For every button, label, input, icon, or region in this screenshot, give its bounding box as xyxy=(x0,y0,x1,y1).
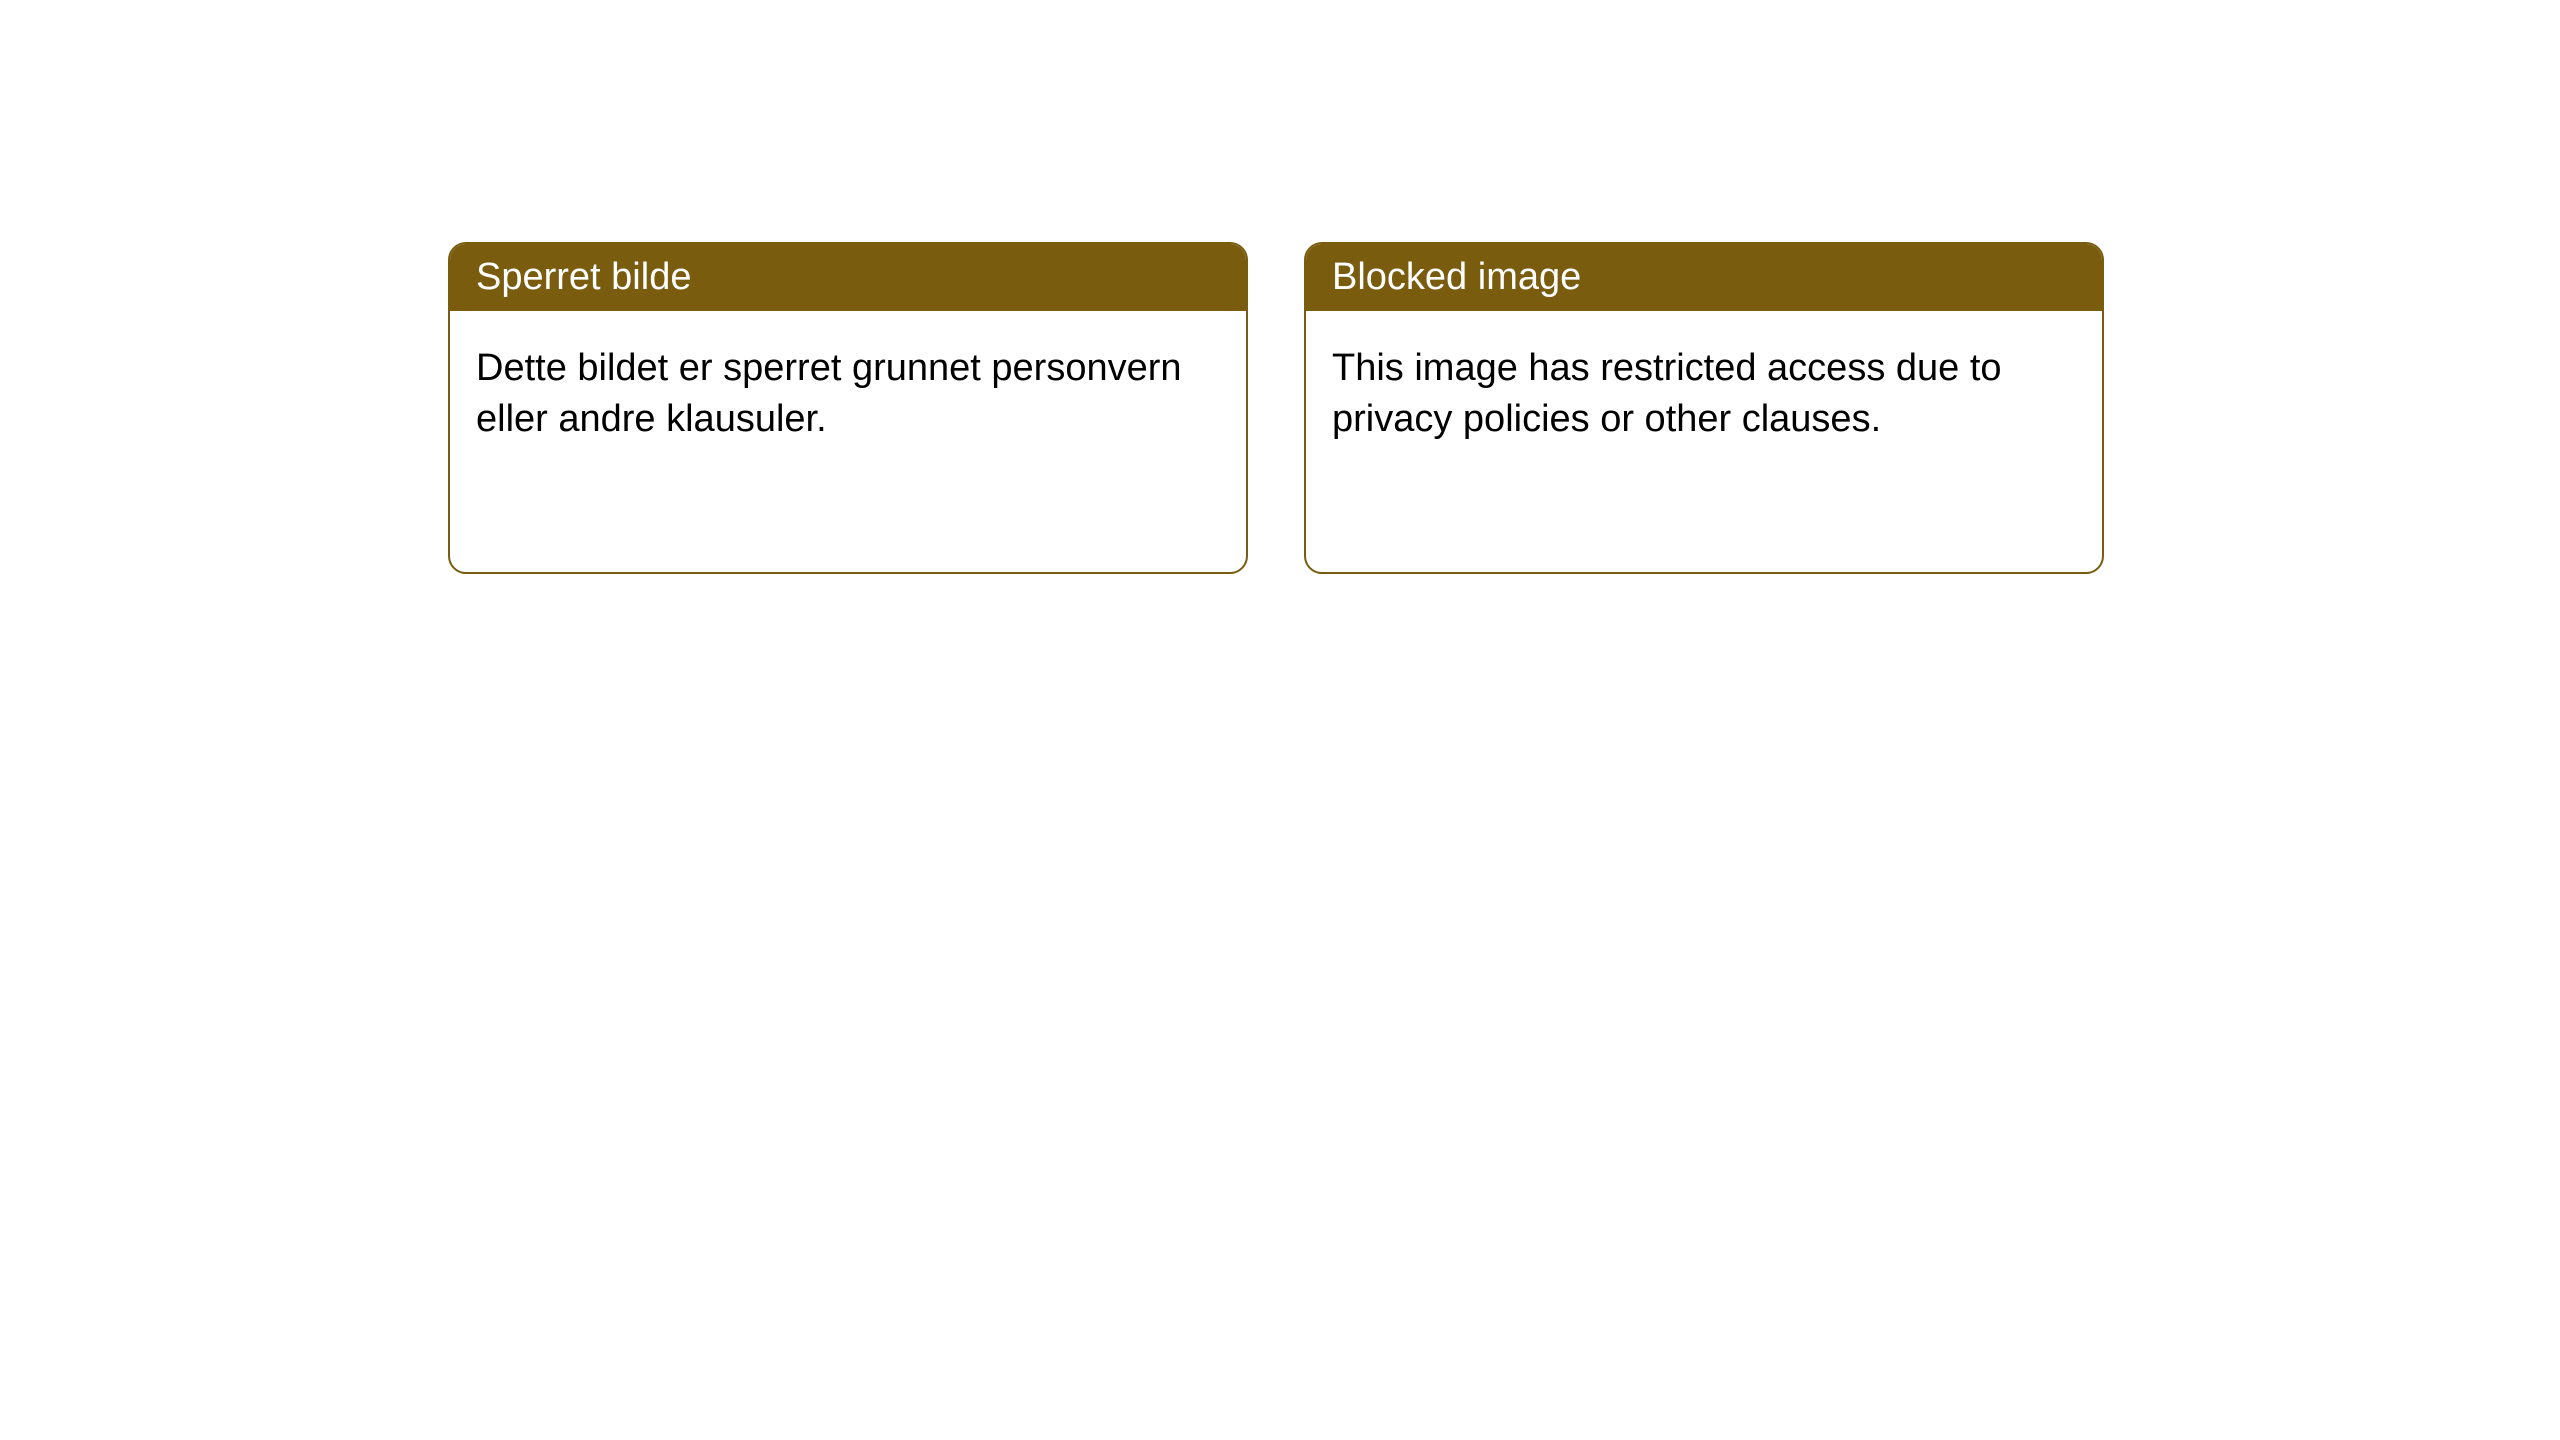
card-header-en: Blocked image xyxy=(1306,244,2102,311)
blocked-image-card-en: Blocked image This image has restricted … xyxy=(1304,242,2104,574)
card-row: Sperret bilde Dette bildet er sperret gr… xyxy=(0,0,2560,574)
blocked-image-card-no: Sperret bilde Dette bildet er sperret gr… xyxy=(448,242,1248,574)
card-body-en: This image has restricted access due to … xyxy=(1306,311,2102,478)
card-header-no: Sperret bilde xyxy=(450,244,1246,311)
card-body-no: Dette bildet er sperret grunnet personve… xyxy=(450,311,1246,478)
